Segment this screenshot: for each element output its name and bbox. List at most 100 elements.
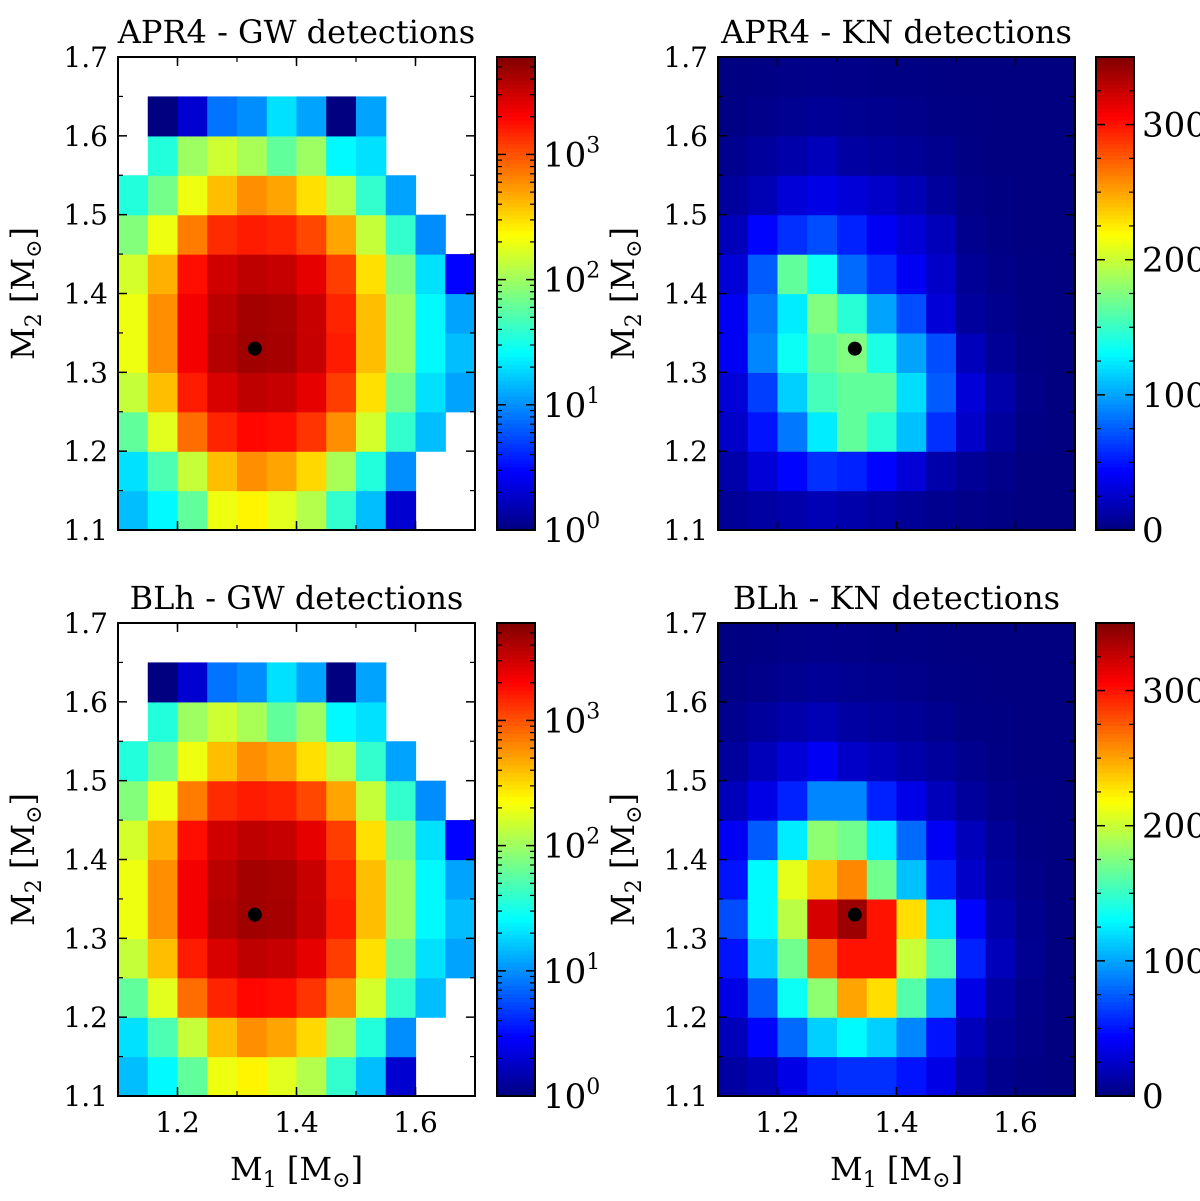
colorbar-segment	[497, 399, 535, 405]
colorbar-segment	[497, 104, 535, 109]
heatmap-cell	[1045, 741, 1076, 782]
colorbar-segment	[497, 108, 535, 113]
heatmap-cell	[807, 662, 838, 703]
colorbar-tick-exponent: 3	[586, 699, 600, 724]
colorbar-segment	[497, 764, 535, 770]
colorbar-segment	[497, 60, 535, 66]
colorbar-segment	[497, 1025, 535, 1030]
heatmap-cell	[415, 332, 446, 373]
colorbar-segment	[1096, 415, 1134, 421]
colorbar-segment	[497, 179, 535, 184]
heatmap-cell	[985, 372, 1017, 413]
heatmap-cell	[1015, 57, 1046, 98]
colorbar-segment	[497, 403, 535, 409]
heatmap-cell	[866, 254, 898, 295]
heatmap-cell	[956, 898, 987, 939]
colorbar-segment	[1096, 498, 1134, 504]
colorbar-segment	[1096, 261, 1134, 267]
colorbar-segment	[497, 918, 535, 924]
colorbar-segment	[1096, 701, 1134, 707]
heatmap-cell	[837, 96, 868, 137]
colorbar-segment	[1096, 997, 1134, 1002]
colorbar-tick-exponent: 1	[586, 384, 600, 409]
colorbar-segment	[497, 202, 535, 208]
colorbar-tick-label: 0	[1142, 511, 1164, 551]
heatmap-cell	[896, 451, 927, 492]
colorbar-segment	[497, 855, 535, 861]
heatmap-cell	[147, 135, 179, 176]
colorbar-segment	[1096, 902, 1134, 908]
panel-title: APR4 - KN detections	[720, 13, 1072, 51]
heatmap-cell	[266, 977, 298, 1018]
colorbar-segment	[1096, 462, 1134, 468]
colorbar-segment	[497, 772, 535, 778]
heatmap-cell	[747, 332, 779, 373]
heatmap-cell	[985, 977, 1017, 1018]
heatmap-cell	[118, 411, 149, 452]
heatmap-cell	[866, 741, 898, 782]
heatmap-cell	[896, 214, 927, 255]
heatmap-cell	[266, 372, 298, 413]
colorbar-segment	[497, 183, 535, 188]
colorbar-segment	[497, 623, 535, 628]
heatmap-cell	[926, 451, 957, 492]
heatmap-cell	[807, 57, 838, 98]
colorbar-segment	[497, 510, 535, 515]
colorbar-segment	[497, 737, 535, 742]
colorbar-segment	[1096, 376, 1134, 381]
heatmap-cell	[837, 977, 868, 1018]
colorbar-segment	[1096, 57, 1134, 62]
heatmap-cell	[207, 135, 238, 176]
heatmap-cell	[896, 57, 927, 98]
heatmap-cell	[118, 254, 149, 295]
heatmap-cell	[118, 451, 149, 492]
colorbar-segment	[1096, 301, 1134, 306]
heatmap-cell	[1015, 701, 1046, 742]
heatmap-cell	[866, 57, 898, 98]
colorbar-segment	[1096, 439, 1134, 444]
colorbar-tick-label: 101	[543, 950, 600, 992]
colorbar-segment	[497, 768, 535, 774]
heatmap-cell	[296, 372, 327, 413]
x-axis-label: M1 [M⊙]	[830, 1150, 963, 1193]
heatmap-cell	[777, 898, 808, 939]
colorbar-segment	[497, 127, 535, 133]
heatmap-cell	[356, 780, 387, 821]
colorbar-segment	[1096, 894, 1134, 900]
heatmap-cell	[1045, 175, 1076, 216]
colorbar-segment	[497, 427, 535, 433]
colorbar-segment	[497, 380, 535, 385]
colorbar-segment	[497, 1044, 535, 1050]
y-axis-label-unit-close: ]	[4, 227, 42, 239]
colorbar-segment	[1096, 427, 1134, 433]
heatmap-cell	[1045, 977, 1076, 1018]
reference-point-marker	[847, 907, 862, 922]
colorbar-segment	[1096, 776, 1134, 782]
heatmap-cell	[296, 1056, 327, 1097]
y-axis-label-sub: 2	[22, 313, 47, 327]
heatmap-cell	[1015, 820, 1046, 861]
colorbar-segment	[1096, 112, 1134, 117]
colorbar-segment	[497, 159, 535, 165]
heatmap-cell	[266, 938, 298, 979]
colorbar-tick-exponent: 0	[586, 509, 600, 534]
colorbar-segment	[1096, 364, 1134, 369]
heatmap-cell	[296, 490, 327, 531]
heatmap-cells	[718, 623, 1076, 1097]
colorbar-tick-label: 101	[543, 384, 600, 426]
colorbar-segment	[1096, 120, 1134, 125]
heatmap-cell	[326, 254, 357, 295]
colorbar-segment	[1096, 950, 1134, 955]
heatmap-cell	[777, 780, 808, 821]
y-axis-label-sun-symbol: ⊙	[622, 239, 647, 257]
colorbar-segment	[497, 163, 535, 168]
heatmap-cell	[326, 175, 357, 216]
heatmap-cell	[747, 977, 779, 1018]
colorbar-segment	[1096, 642, 1134, 648]
heatmap-cell	[747, 938, 779, 979]
heatmap-cell	[777, 623, 808, 664]
colorbar-segment	[1096, 250, 1134, 255]
heatmap-cell	[866, 96, 898, 137]
y-tick-label: 1.2	[63, 435, 108, 468]
heatmap-cell	[118, 938, 149, 979]
